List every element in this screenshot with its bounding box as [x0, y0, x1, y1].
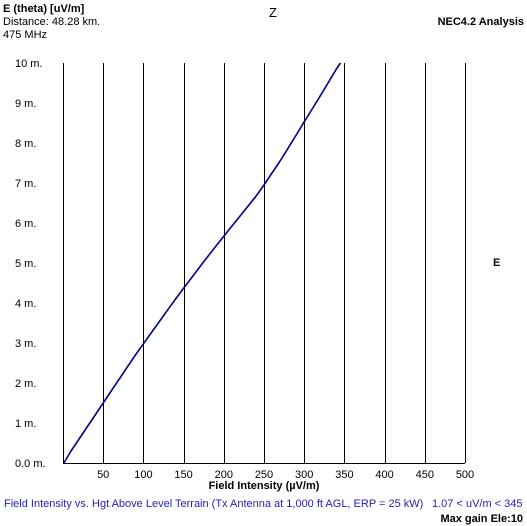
grid-layer — [103, 63, 466, 463]
x-tick-label: 500 — [456, 469, 474, 481]
x-axis-label: Field Intensity (µV/m) — [209, 480, 320, 492]
x-tick-label: 50 — [97, 469, 109, 481]
y-tick-label: 2 m. — [15, 378, 36, 390]
y-tick-label: 7 m. — [15, 178, 36, 190]
field-intensity-curve — [63, 62, 342, 464]
y-tick-label: 10 m. — [15, 58, 43, 70]
y-tick-label: 1 m. — [15, 418, 36, 430]
x-tick-label: 300 — [295, 469, 313, 481]
value-range: 1.07 < uV/m < 345 — [432, 498, 523, 510]
y-tick-label: 0.0 m. — [15, 458, 46, 470]
axes — [63, 63, 465, 464]
y-tick-label: 9 m. — [15, 98, 36, 110]
y-tick-label: 5 m. — [15, 258, 36, 270]
y-tick-label: 4 m. — [15, 298, 36, 310]
x-tick-label: 350 — [335, 469, 353, 481]
frequency-label: 475 MHz — [3, 29, 48, 41]
chart-description: Field Intensity vs. Hgt Above Level Terr… — [4, 498, 424, 510]
y-tick-label: 6 m. — [15, 218, 36, 230]
x-tick-label: 150 — [174, 469, 192, 481]
max-gain-label: Max gain Ele:10 — [440, 513, 523, 525]
distance-label: Distance: 48.28 km. — [3, 16, 101, 28]
quantity-label: E (theta) [uV/m] — [3, 3, 85, 15]
y-tick-label: 8 m. — [15, 138, 36, 150]
x-tick-label: 100 — [134, 469, 152, 481]
axis-direction-e: E — [493, 257, 501, 269]
analysis-label: NEC4.2 Analysis — [437, 16, 524, 28]
tick-labels: 50 100 150 200 250 300 350 400 450 500 0.0 m. 1 m. 2… — [15, 58, 474, 481]
x-tick-label: 400 — [375, 469, 393, 481]
x-tick-label: 450 — [416, 469, 434, 481]
series-layer — [63, 62, 342, 464]
x-tick-label: 250 — [255, 469, 273, 481]
y-tick-label: 3 m. — [15, 338, 36, 350]
axis-direction-z: Z — [269, 5, 277, 20]
x-tick-label: 200 — [215, 469, 233, 481]
